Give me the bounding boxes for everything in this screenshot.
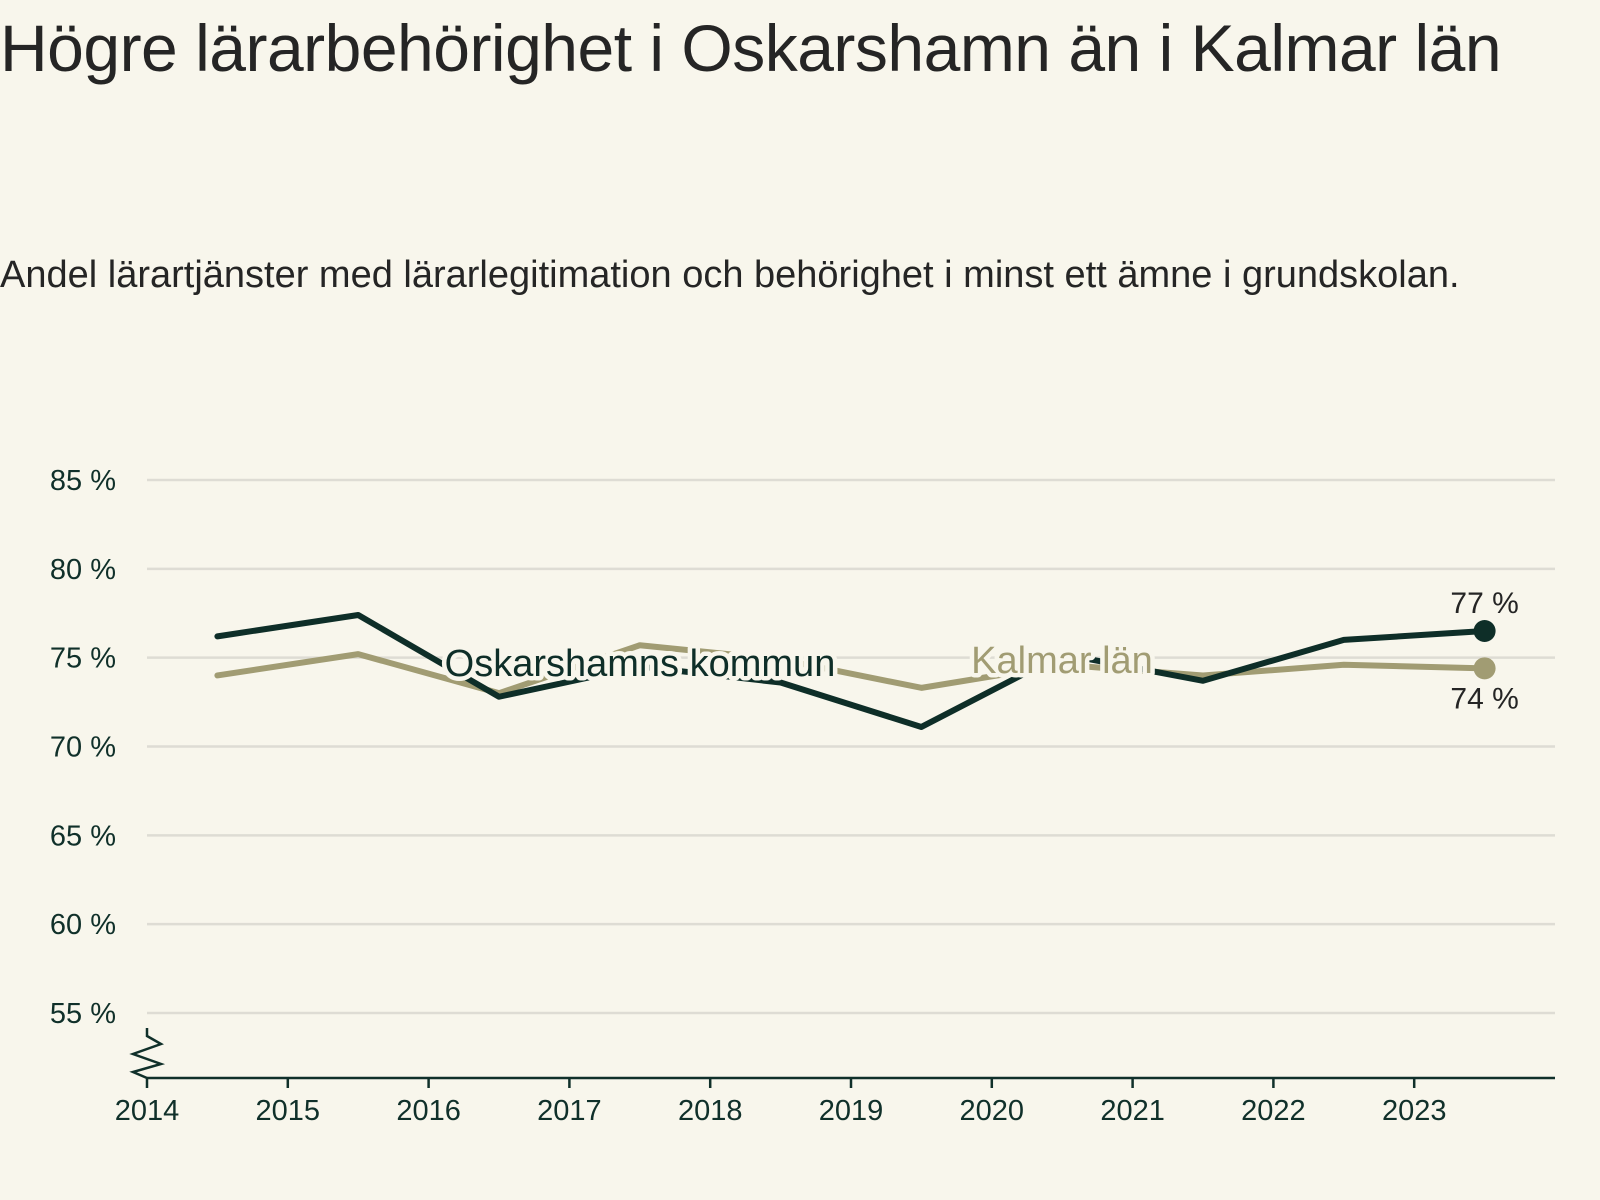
axis-break-icon: [129, 1028, 166, 1080]
x-tick-label: 2020: [960, 1095, 1025, 1127]
y-tick-label: 60 %: [50, 909, 116, 941]
series-end-point: [1473, 657, 1496, 680]
chart-subtitle: Andel lärartjänster med lärarlegitimatio…: [0, 254, 1460, 296]
y-tick-label: 85 %: [50, 465, 116, 497]
chart-title: Högre lärarbehörighet i Oskarshamn än i …: [0, 11, 1502, 85]
x-tick-label: 2017: [537, 1095, 602, 1127]
x-tick-label: 2023: [1382, 1095, 1447, 1127]
series-lines: [214, 612, 1496, 730]
x-tick-label: 2021: [1100, 1095, 1165, 1127]
series-end-point: [1473, 620, 1496, 643]
x-tick-label: 2018: [678, 1095, 743, 1127]
x-tick-label: 2022: [1241, 1095, 1306, 1127]
x-axis-ticks: 2014 2015 2016 2017 2018 2019 2020 2021 2022 2023: [115, 1078, 1447, 1127]
x-tick-label: 2015: [256, 1095, 321, 1127]
y-tick-label: 65 %: [50, 820, 116, 852]
series-line: [214, 612, 1488, 730]
series-label: Kalmar län: [971, 640, 1153, 682]
y-tick-label: 55 %: [50, 998, 116, 1030]
grid-lines: [147, 478, 1555, 1015]
x-tick-label: 2016: [396, 1095, 461, 1127]
end-value-label: 74 %: [1450, 682, 1518, 715]
x-axis: [129, 1028, 1555, 1080]
series-labels: 77 % 74 % Oskarshamns kommun Kalmar län: [440, 587, 1519, 715]
y-tick-label: 75 %: [50, 643, 116, 675]
series-label: Oskarshamns kommun: [445, 643, 836, 685]
end-value-label: 77 %: [1450, 587, 1518, 620]
y-axis-ticks: 55 % 60 % 65 % 70 % 75 % 80 % 85 %: [50, 465, 116, 1030]
x-tick-label: 2019: [819, 1095, 884, 1127]
x-tick-label: 2014: [115, 1095, 180, 1127]
series-line: [214, 642, 1488, 697]
y-tick-label: 80 %: [50, 554, 116, 586]
y-tick-label: 70 %: [50, 732, 116, 764]
